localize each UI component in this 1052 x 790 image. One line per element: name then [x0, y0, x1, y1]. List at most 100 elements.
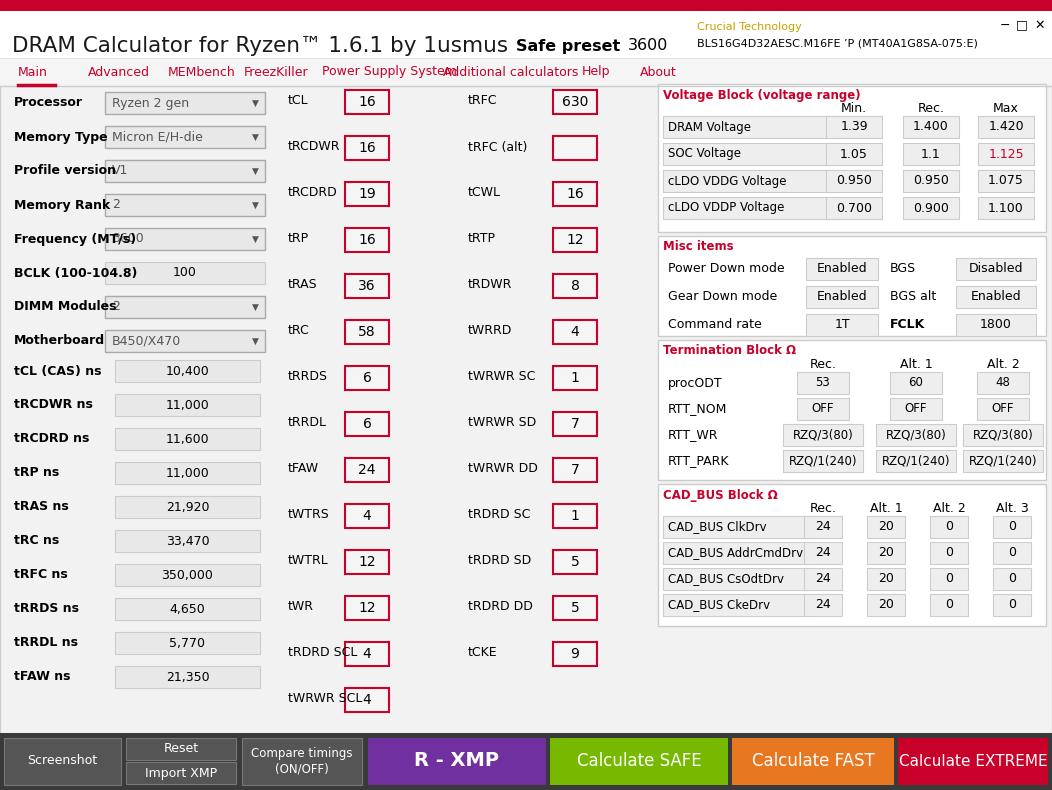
Text: Advanced: Advanced [88, 66, 150, 78]
Text: 0: 0 [945, 599, 953, 611]
FancyBboxPatch shape [978, 197, 1034, 219]
Text: ✕: ✕ [1035, 18, 1046, 32]
FancyBboxPatch shape [553, 228, 596, 252]
Text: tRRDL: tRRDL [288, 416, 327, 430]
Text: 2: 2 [112, 198, 120, 212]
FancyBboxPatch shape [105, 296, 265, 318]
Text: 1.39: 1.39 [841, 121, 868, 134]
Text: tRDRD SC: tRDRD SC [468, 509, 530, 521]
Text: Termination Block Ω: Termination Block Ω [663, 344, 796, 358]
Text: RZQ/1(240): RZQ/1(240) [882, 454, 950, 468]
FancyBboxPatch shape [553, 596, 596, 620]
FancyBboxPatch shape [345, 136, 389, 160]
Text: 6: 6 [363, 371, 371, 385]
FancyBboxPatch shape [105, 330, 265, 352]
Text: DRAM Voltage: DRAM Voltage [668, 121, 751, 134]
Text: RZQ/3(80): RZQ/3(80) [886, 428, 947, 442]
Text: Power Supply System: Power Supply System [322, 66, 457, 78]
Text: 24: 24 [815, 521, 831, 533]
Text: Memory Rank: Memory Rank [14, 198, 110, 212]
Text: 0: 0 [1008, 521, 1016, 533]
FancyBboxPatch shape [345, 412, 389, 436]
Text: −: − [999, 18, 1010, 32]
FancyBboxPatch shape [0, 11, 1052, 790]
FancyBboxPatch shape [903, 143, 959, 165]
Text: 20: 20 [878, 521, 894, 533]
FancyBboxPatch shape [105, 92, 265, 114]
FancyBboxPatch shape [345, 320, 389, 344]
FancyBboxPatch shape [368, 738, 546, 785]
Text: tRRDS: tRRDS [288, 371, 328, 383]
FancyBboxPatch shape [867, 516, 905, 538]
FancyBboxPatch shape [0, 0, 1052, 11]
Text: 11,000: 11,000 [165, 398, 209, 412]
Text: 1.100: 1.100 [988, 201, 1024, 215]
FancyBboxPatch shape [797, 398, 849, 420]
Text: Enabled: Enabled [971, 291, 1021, 303]
Text: 630: 630 [562, 95, 588, 109]
Text: FreezKiller: FreezKiller [244, 66, 308, 78]
Text: Import XMP: Import XMP [145, 766, 217, 780]
FancyBboxPatch shape [345, 182, 389, 206]
Text: 3600: 3600 [628, 39, 668, 54]
FancyBboxPatch shape [867, 594, 905, 616]
Text: DIMM Modules: DIMM Modules [14, 300, 117, 314]
Text: 12: 12 [358, 555, 376, 569]
Text: 21,350: 21,350 [165, 671, 209, 683]
FancyBboxPatch shape [553, 642, 596, 666]
Text: tRCDWR ns: tRCDWR ns [14, 398, 93, 412]
Text: 20: 20 [878, 599, 894, 611]
Text: Rec.: Rec. [809, 502, 836, 516]
Text: tRRDS ns: tRRDS ns [14, 603, 79, 615]
Text: Motherboard: Motherboard [14, 334, 105, 348]
Text: Alt. 3: Alt. 3 [995, 502, 1029, 516]
Text: 58: 58 [358, 325, 376, 339]
Text: 1T: 1T [834, 318, 850, 332]
FancyBboxPatch shape [115, 666, 260, 688]
FancyBboxPatch shape [658, 484, 1046, 626]
FancyBboxPatch shape [663, 143, 838, 165]
FancyBboxPatch shape [806, 314, 878, 336]
FancyBboxPatch shape [956, 314, 1036, 336]
FancyBboxPatch shape [242, 738, 362, 785]
Text: 1.125: 1.125 [988, 148, 1024, 160]
Text: tRDRD SCL: tRDRD SCL [288, 646, 358, 660]
Text: 10,400: 10,400 [165, 364, 209, 378]
Text: Disabled: Disabled [969, 262, 1024, 276]
FancyBboxPatch shape [115, 632, 260, 654]
FancyBboxPatch shape [804, 594, 842, 616]
FancyBboxPatch shape [0, 58, 1052, 86]
Text: Frequency (MT/s): Frequency (MT/s) [14, 232, 136, 246]
FancyBboxPatch shape [105, 228, 265, 250]
Text: 16: 16 [358, 95, 376, 109]
Text: 4: 4 [363, 693, 371, 707]
FancyBboxPatch shape [978, 170, 1034, 192]
Text: RTT_WR: RTT_WR [668, 428, 719, 442]
Text: 8: 8 [570, 279, 580, 293]
Text: 20: 20 [878, 573, 894, 585]
Text: About: About [640, 66, 676, 78]
FancyBboxPatch shape [663, 542, 811, 564]
Text: 0: 0 [1008, 573, 1016, 585]
FancyBboxPatch shape [553, 458, 596, 482]
Text: 0: 0 [945, 521, 953, 533]
Text: 48: 48 [995, 377, 1010, 389]
Text: tWTRS: tWTRS [288, 509, 329, 521]
FancyBboxPatch shape [115, 598, 260, 620]
FancyBboxPatch shape [345, 504, 389, 528]
Text: 1.400: 1.400 [913, 121, 949, 134]
Text: 24: 24 [815, 573, 831, 585]
FancyBboxPatch shape [105, 126, 265, 148]
Text: 33,470: 33,470 [165, 535, 209, 547]
Text: 7: 7 [570, 417, 580, 431]
Text: tRC ns: tRC ns [14, 535, 59, 547]
Text: 0: 0 [1008, 547, 1016, 559]
FancyBboxPatch shape [797, 372, 849, 394]
Text: 16: 16 [566, 187, 584, 201]
Text: 1: 1 [570, 509, 580, 523]
Text: tWTRL: tWTRL [288, 555, 328, 567]
Text: 24: 24 [815, 599, 831, 611]
FancyBboxPatch shape [826, 116, 882, 138]
FancyBboxPatch shape [345, 596, 389, 620]
Text: RZQ/3(80): RZQ/3(80) [792, 428, 853, 442]
